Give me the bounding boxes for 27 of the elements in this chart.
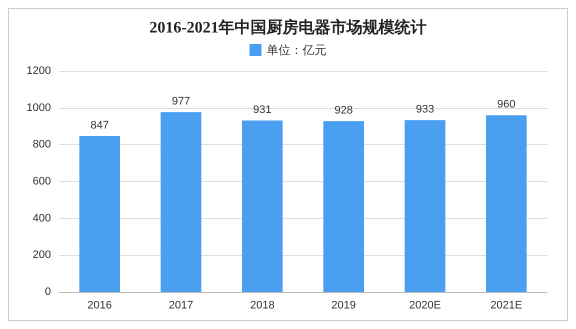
y-tick-label: 600: [32, 176, 51, 188]
bar: [242, 120, 283, 292]
data-label: 960: [497, 98, 516, 111]
x-tick-label: 2019: [331, 300, 356, 312]
bar: [79, 136, 120, 292]
legend-label: 单位：亿元: [266, 43, 326, 57]
bar: [323, 121, 364, 292]
y-tick-label: 200: [32, 249, 51, 262]
bar: [160, 112, 202, 292]
bar: [404, 120, 446, 292]
data-label: 847: [90, 120, 109, 132]
data-label: 977: [172, 96, 190, 108]
x-tick-label: 2020E: [409, 300, 441, 312]
data-label: 933: [416, 104, 434, 116]
data-label: 931: [253, 104, 272, 116]
x-tick-label: 2018: [250, 300, 275, 312]
data-label: 928: [334, 104, 353, 117]
y-tick-label: 1200: [26, 65, 51, 77]
x-tick-label: 2017: [168, 300, 194, 312]
bar: [486, 115, 527, 292]
x-tick-label: 2016: [87, 300, 112, 312]
y-tick-label: 0: [44, 286, 51, 298]
x-tick-label: 2021E: [490, 300, 522, 312]
y-tick-label: 400: [32, 212, 51, 224]
y-tick-label: 800: [32, 138, 51, 151]
chart-title: 2016-2021年中国厨房电器市场规模统计: [149, 18, 427, 36]
y-tick-label: 1000: [26, 102, 51, 114]
